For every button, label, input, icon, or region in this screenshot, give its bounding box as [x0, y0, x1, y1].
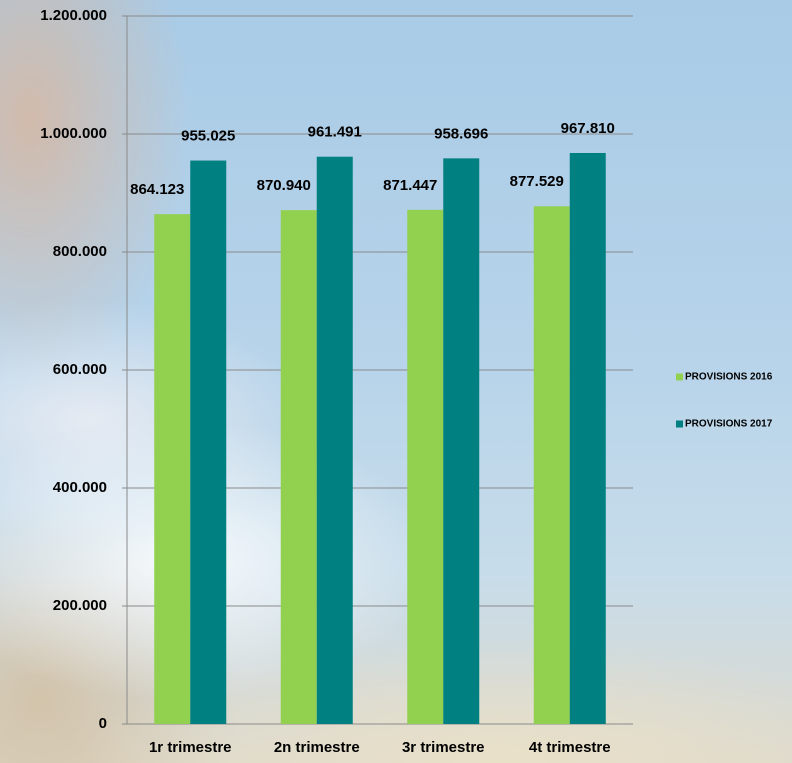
data-label: 877.529 [510, 173, 564, 190]
bar [280, 210, 317, 725]
data-label: 958.696 [434, 125, 488, 142]
bar [407, 209, 444, 725]
x-tick-label: 1r trimestre [149, 739, 232, 756]
data-label: 870.940 [257, 177, 311, 194]
y-tick-label: 200.000 [53, 597, 107, 614]
data-label: 864.123 [130, 181, 184, 198]
x-tick-label: 3r trimestre [402, 739, 485, 756]
bar [533, 206, 570, 725]
bar [569, 152, 606, 725]
bar [316, 156, 353, 724]
data-label: 955.025 [181, 128, 235, 145]
legend-swatch [676, 373, 683, 381]
bar [443, 158, 480, 724]
y-tick-label: 800.000 [53, 243, 107, 260]
legend-label: PROVISIONS 2017 [685, 419, 773, 430]
y-tick-label: 0 [99, 715, 107, 732]
data-label: 871.447 [383, 177, 437, 194]
legend-label: PROVISIONS 2016 [685, 372, 773, 383]
bar [190, 160, 227, 724]
data-label: 961.491 [308, 124, 362, 141]
y-tick-label: 1.000.000 [40, 125, 107, 142]
y-tick-label: 1.200.000 [40, 7, 107, 24]
bar [154, 214, 191, 725]
y-tick-label: 600.000 [53, 361, 107, 378]
x-tick-label: 4t trimestre [529, 739, 611, 756]
x-tick-label: 2n trimestre [274, 739, 360, 756]
y-tick-label: 400.000 [53, 479, 107, 496]
legend-swatch [676, 420, 683, 428]
data-label: 967.810 [561, 120, 615, 137]
